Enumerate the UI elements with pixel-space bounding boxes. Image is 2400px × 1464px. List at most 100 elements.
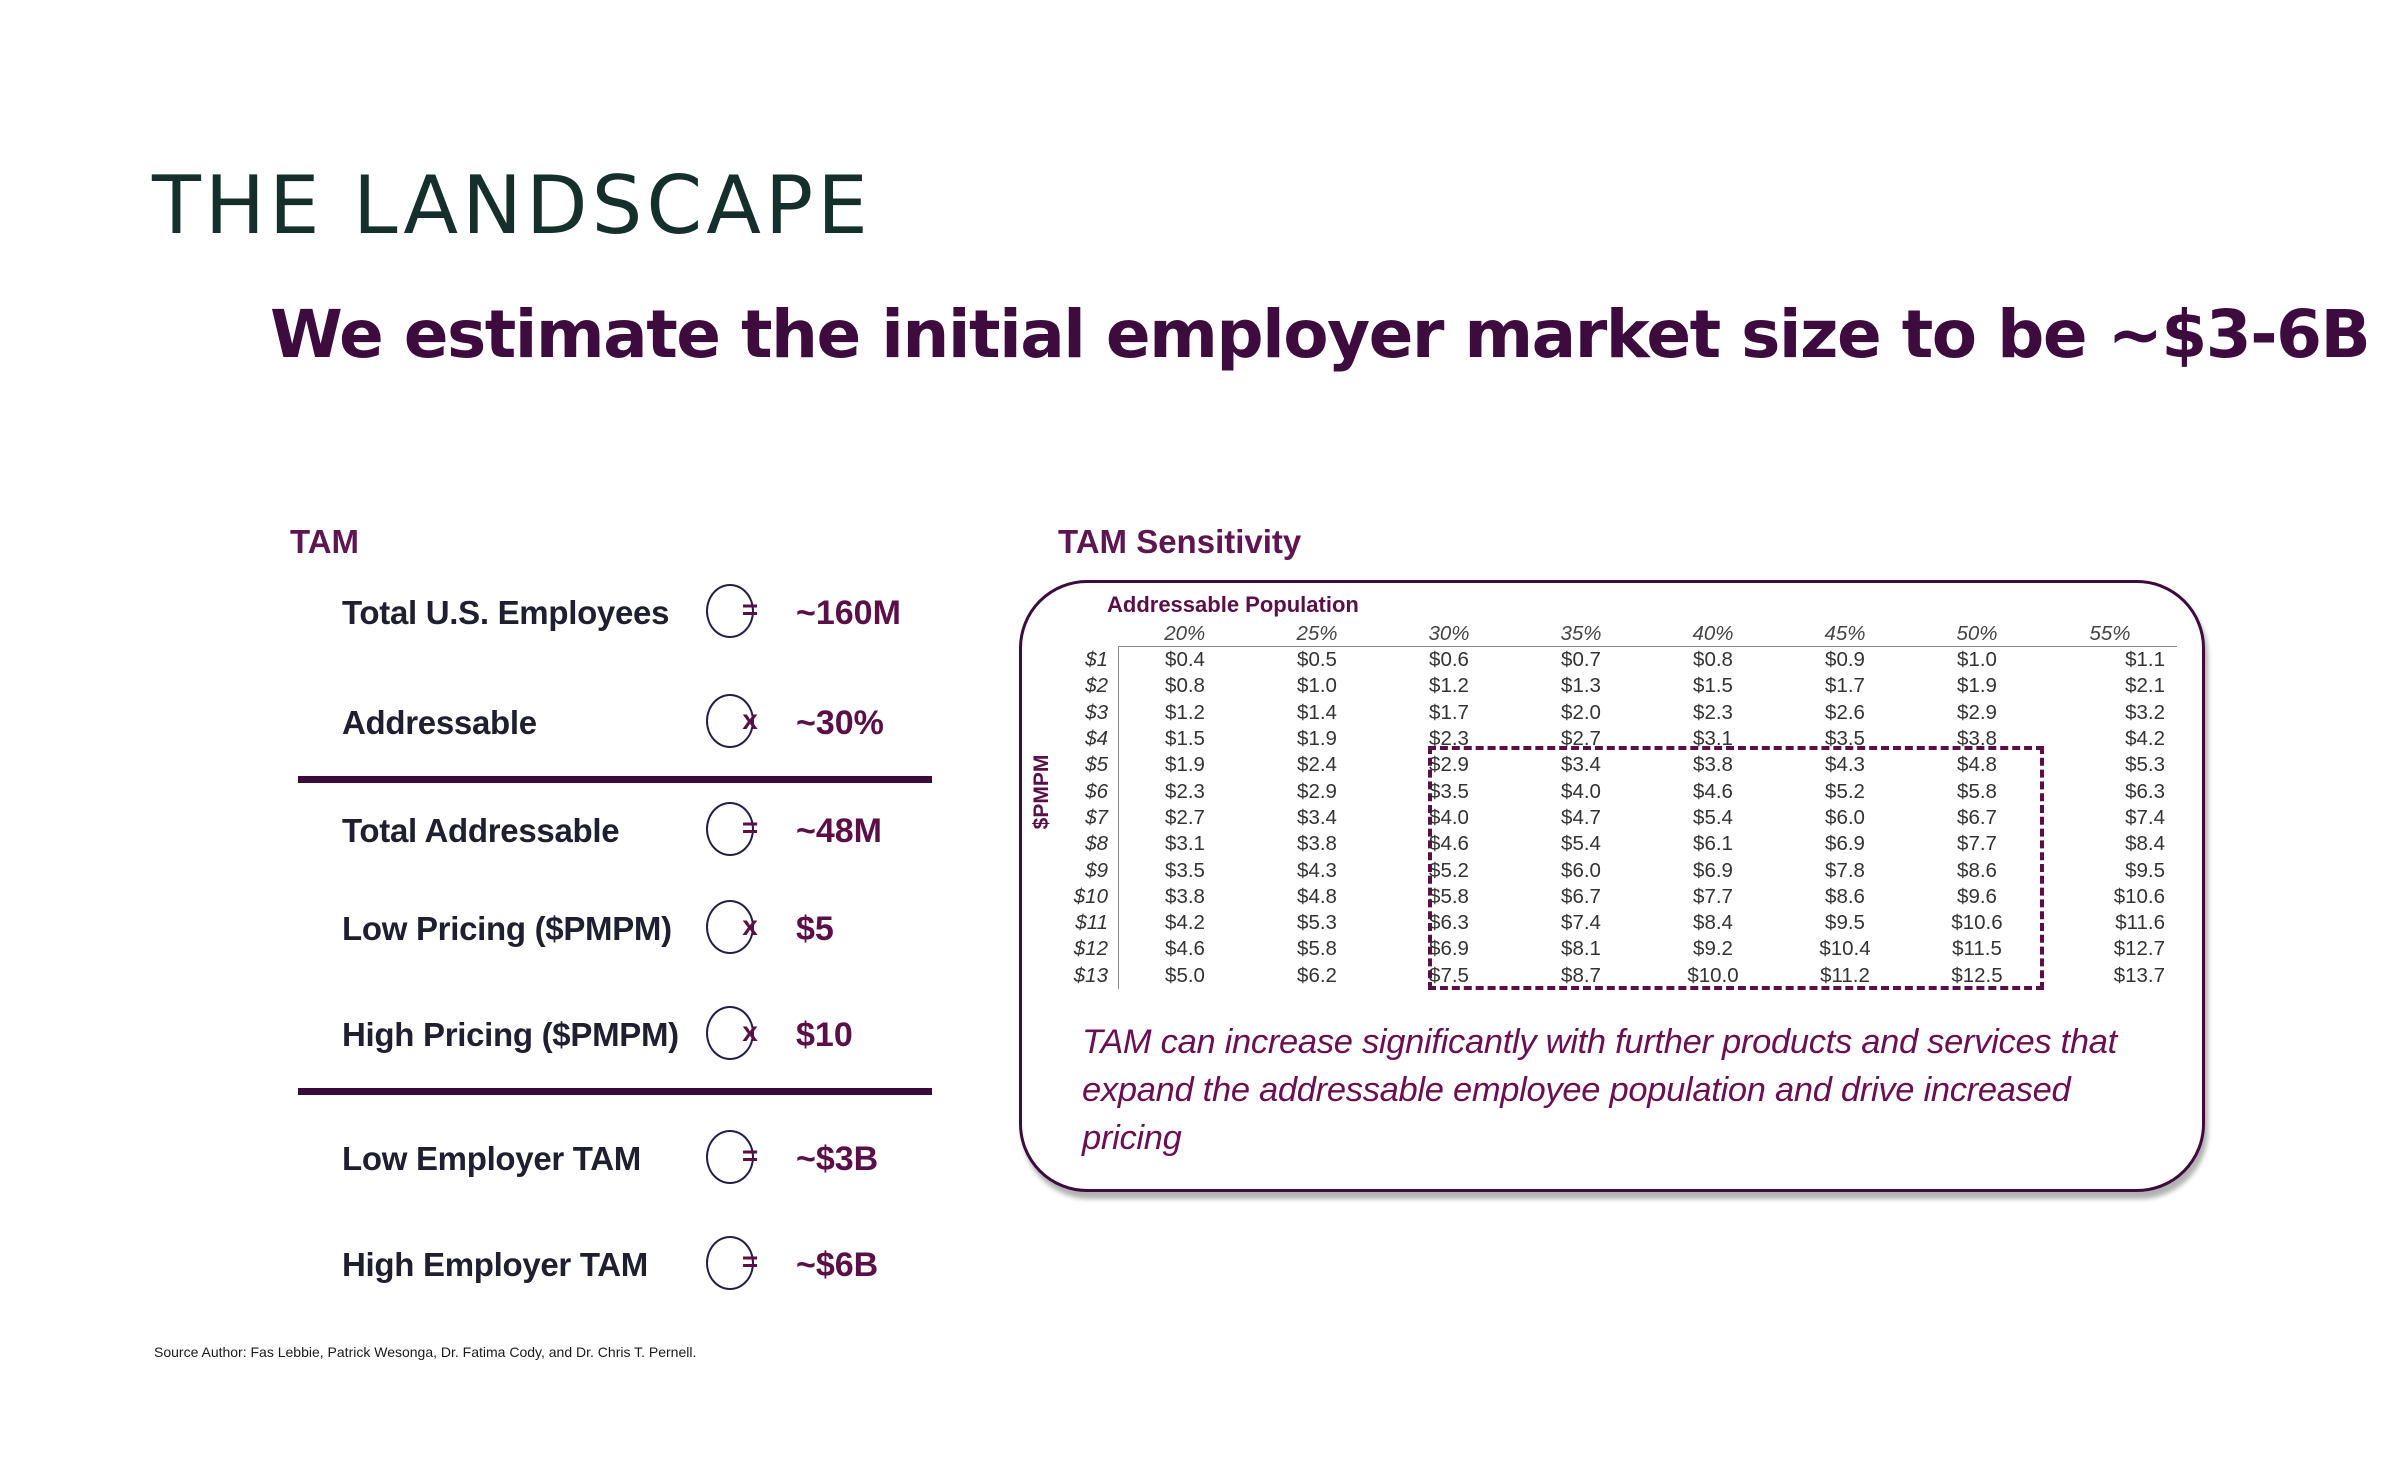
table-cell: $5.8 — [1297, 937, 1337, 961]
operator-circle-icon — [706, 802, 754, 856]
tam-row-label: Low Pricing ($PMPM) — [342, 910, 672, 947]
table-cell: $6.1 — [1693, 832, 1733, 856]
table-row: $13 $5.0 $6.2 $7.5 $8.7 $10.0 $11.2 $12.5 $13.7 — [1060, 962, 2177, 989]
column-header: 55% — [2043, 622, 2177, 647]
table-cell: $8.1 — [1561, 937, 1601, 961]
table-cell: $4.2 — [2125, 727, 2165, 751]
table-cell: $3.5 — [1165, 858, 1205, 882]
row-header: $3 — [1060, 699, 1119, 726]
table-cell: $7.8 — [1825, 858, 1865, 882]
table-cell: $9.2 — [1693, 937, 1733, 961]
table-cell: $8.6 — [1957, 858, 1997, 882]
table-cell: $3.8 — [1957, 727, 1997, 751]
table-row: $2 $0.8 $1.0 $1.2 $1.3 $1.5 $1.7 $1.9 $2.1 — [1060, 673, 2177, 700]
row-header: $10 — [1060, 883, 1119, 910]
operator-circle-icon — [706, 1006, 754, 1060]
table-cell: $6.9 — [1825, 832, 1865, 856]
column-header: 30% — [1383, 622, 1515, 647]
table-cell: $3.5 — [1429, 779, 1469, 803]
tam-row-value: ~48M — [796, 812, 882, 850]
table-cell: $5.4 — [1561, 832, 1601, 856]
table-cell: $8.6 — [1825, 884, 1865, 908]
tam-row-label: Total U.S. Employees — [342, 594, 670, 631]
table-cell: $0.4 — [1165, 648, 1205, 672]
table-cell: $7.7 — [1693, 884, 1733, 908]
table-cell: $5.3 — [2125, 753, 2165, 777]
table-cell: $0.5 — [1297, 648, 1337, 672]
table-cell: $4.3 — [1297, 858, 1337, 882]
table-cell: $2.7 — [1561, 727, 1601, 751]
table-cell: $3.4 — [1297, 805, 1337, 829]
table-cell: $1.9 — [1297, 727, 1337, 751]
tam-row: Addressable x ~30% — [0, 692, 960, 762]
table-header-row: 20% 25% 30% 35% 40% 45% 50% 55% — [1060, 622, 2177, 647]
table-cell: $3.8 — [1165, 884, 1205, 908]
operator-symbol: = — [741, 1140, 759, 1171]
table-cell: $5.2 — [1429, 858, 1469, 882]
tam-row-value: ~160M — [796, 594, 901, 632]
column-header: 45% — [1779, 622, 1911, 647]
tam-row: Total Addressable = ~48M — [0, 800, 960, 870]
table-cell: $10.0 — [1687, 963, 1739, 987]
table-cell: $3.4 — [1561, 753, 1601, 777]
tam-section-title: TAM — [290, 523, 360, 560]
tam-row: Low Pricing ($PMPM) x $5 — [0, 898, 960, 968]
table-cell: $6.9 — [1429, 937, 1469, 961]
row-header: $7 — [1060, 804, 1119, 832]
tam-row-label: High Employer TAM — [342, 1246, 648, 1283]
table-row: $1 $0.4 $0.5 $0.6 $0.7 $0.8 $0.9 $1.0 $1.1 — [1060, 646, 2177, 674]
operator-circle-icon — [706, 584, 754, 638]
row-header: $13 — [1060, 962, 1119, 989]
table-cell: $3.1 — [1693, 727, 1733, 751]
tam-row: Total U.S. Employees = ~160M — [0, 582, 960, 652]
table-cell: $2.9 — [1297, 779, 1337, 803]
headline: We estimate the initial employer market … — [270, 296, 2371, 373]
operator-circle-icon — [706, 900, 754, 954]
sensitivity-table: 20% 25% 30% 35% 40% 45% 50% 55% $1 $0.4 $0.5 $0.6 $… — [1060, 622, 2177, 989]
table-cell: $2.3 — [1429, 727, 1469, 751]
table-cell: $2.0 — [1561, 700, 1601, 724]
divider — [298, 776, 932, 783]
table-cell: $2.4 — [1297, 753, 1337, 777]
table-cell: $6.0 — [1825, 805, 1865, 829]
column-header: 35% — [1515, 622, 1647, 647]
table-cell: $13.7 — [2113, 963, 2165, 987]
table-cell: $1.9 — [1165, 753, 1205, 777]
table-cell: $10.4 — [1819, 937, 1871, 961]
table-cell: $9.5 — [1825, 911, 1865, 935]
row-header: $6 — [1060, 778, 1119, 805]
table-cell: $0.6 — [1429, 648, 1469, 672]
tam-row: High Pricing ($PMPM) x $10 — [0, 1004, 960, 1074]
table-cell: $5.3 — [1297, 911, 1337, 935]
table-row: $4 $1.5 $1.9 $2.3 $2.7 $3.1 $3.5 $3.8 $4.2 — [1060, 725, 2177, 753]
table-cell: $4.6 — [1429, 832, 1469, 856]
table-row: $6 $2.3 $2.9 $3.5 $4.0 $4.6 $5.2 $5.8 $6.3 — [1060, 778, 2177, 805]
table-cell: $2.7 — [1165, 805, 1205, 829]
operator-circle-icon — [706, 1236, 754, 1290]
divider — [298, 1088, 932, 1095]
table-cell: $8.7 — [1561, 963, 1601, 987]
table-cell: $1.2 — [1165, 700, 1205, 724]
table-cell: $11.6 — [2115, 911, 2165, 935]
row-header: $12 — [1060, 936, 1119, 963]
table-cell: $6.7 — [1561, 884, 1601, 908]
table-cell: $5.0 — [1165, 963, 1205, 987]
table-cell: $12.7 — [2113, 937, 2165, 961]
table-cell: $1.5 — [1165, 727, 1205, 751]
table-cell: $3.8 — [1297, 832, 1337, 856]
table-cell: $1.0 — [1297, 674, 1337, 698]
source-note: Source Author: Fas Lebbie, Patrick Weson… — [154, 1344, 697, 1360]
table-cell: $2.3 — [1693, 700, 1733, 724]
table-cell: $8.4 — [2125, 832, 2165, 856]
table-cell: $0.9 — [1825, 648, 1865, 672]
table-cell: $9.5 — [2125, 858, 2165, 882]
table-cell: $1.4 — [1297, 700, 1337, 724]
row-axis-label: $PMPM — [1030, 754, 1053, 830]
table-cell: $3.1 — [1165, 832, 1205, 856]
table-cell: $0.8 — [1693, 648, 1733, 672]
table-row: $8 $3.1 $3.8 $4.6 $5.4 $6.1 $6.9 $7.7 $8.4 — [1060, 831, 2177, 858]
operator-circle-icon — [706, 694, 754, 748]
table-body: $1 $0.4 $0.5 $0.6 $0.7 $0.8 $0.9 $1.0 $1.1 $2 $0.8… — [1060, 646, 2177, 989]
table-cell: $5.8 — [1957, 779, 1997, 803]
table-cell: $4.6 — [1693, 779, 1733, 803]
